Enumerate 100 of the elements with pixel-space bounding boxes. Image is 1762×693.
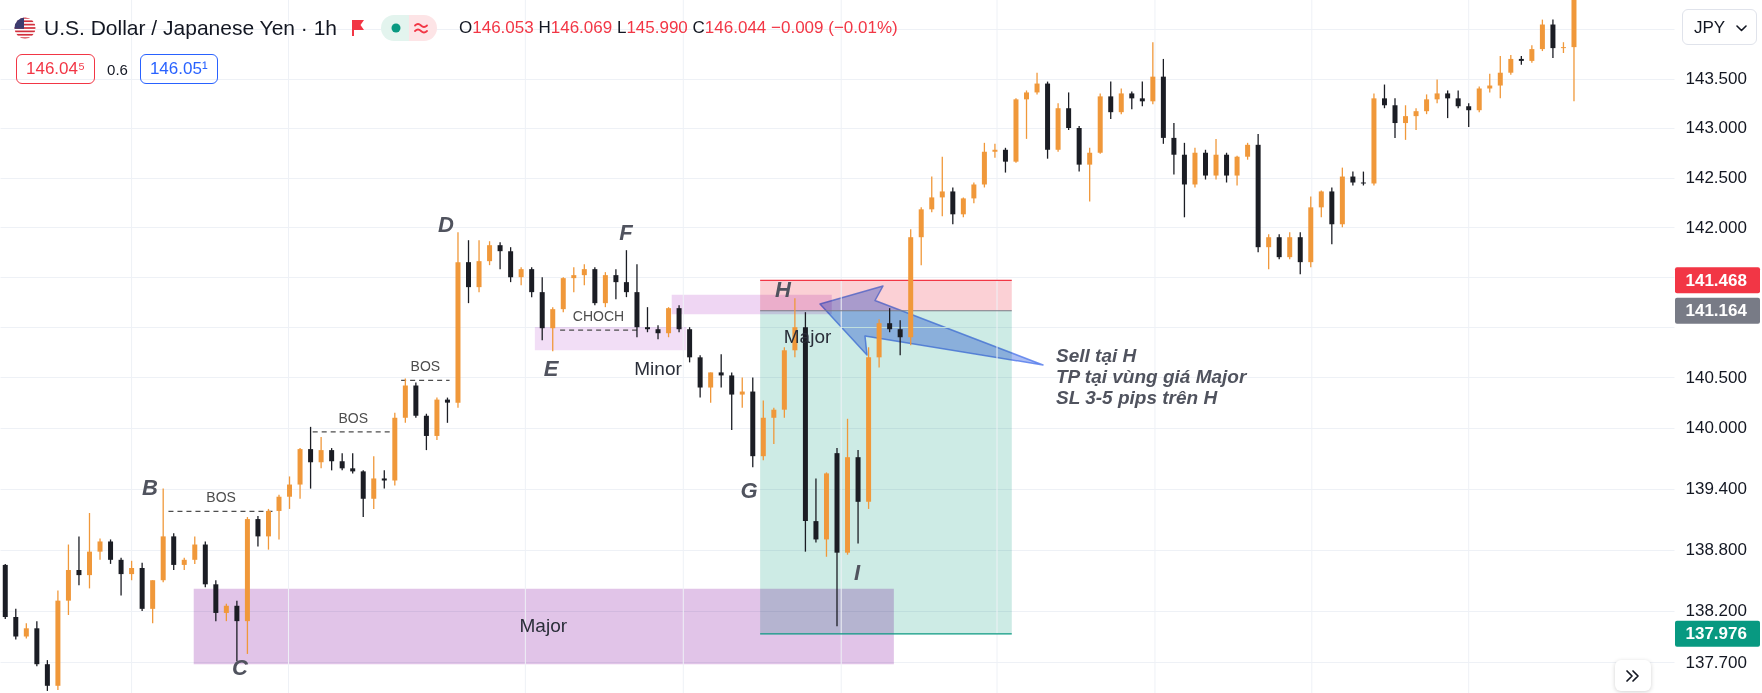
y-tick-label: 143.000 [1685,118,1747,138]
candlestick [329,447,335,472]
candlestick [1087,147,1093,203]
candlestick [487,240,493,266]
candlestick [1002,147,1008,174]
text: U.S. Dollar / Japanese Yen · 1h [44,16,338,40]
band-label: Major [519,615,568,637]
y-tick-label: 142.000 [1685,217,1747,237]
candlestick [623,249,629,298]
y-tick-label: 139.400 [1685,479,1747,499]
candlestick [971,181,977,205]
candlestick [1434,78,1440,104]
ref-line-label: BOS [338,409,369,426]
candlestick [108,538,114,565]
candlestick [939,156,945,217]
ref-line-label: CHOCH [572,308,625,325]
candlestick [529,266,535,298]
candlestick [1550,18,1556,59]
candlestick [1424,93,1430,115]
candlestick [887,307,893,333]
candlestick [1476,85,1482,113]
candlestick [86,512,92,590]
candlestick [613,268,619,300]
candlestick [1266,233,1272,270]
candlestick [813,477,819,544]
candlestick [929,175,935,213]
candlestick [1287,231,1293,260]
candlestick [1118,87,1124,115]
candlestick [1034,72,1040,96]
candlestick [192,535,198,565]
candlestick [1024,89,1030,140]
text: O146.053 H146.069 L145.990 C146.044 −0.009 (−0.01%) [459,18,898,37]
ref-line-label: BOS [206,489,236,506]
candlestick [950,186,956,225]
candlestick [276,494,282,541]
candlestick [992,143,998,159]
candlestick [718,353,724,389]
candlestick [1381,83,1387,109]
y-tick-label: 137.700 [1685,652,1747,672]
candlestick [97,537,103,561]
annotation: B [142,475,159,500]
candlestick [1139,80,1145,107]
y-tick-label: 143.500 [1685,69,1747,89]
candlestick [771,407,777,445]
candlestick [318,436,324,469]
candlestick [350,452,356,475]
y-tick-label: 138.800 [1685,540,1747,560]
y-tick-label: 140.500 [1685,367,1747,387]
candlestick [1445,89,1451,119]
candlestick [444,396,450,424]
candlestick [497,241,503,270]
candlestick [1202,149,1208,181]
y-tick-label: 141.164 [1685,301,1748,321]
candlestick [1497,55,1503,100]
candlestick [234,600,240,662]
y-tick-label: 142.500 [1685,168,1747,188]
candlestick [1276,233,1282,260]
candlestick [729,371,735,431]
annotation: 0.6 [107,60,128,78]
candlestick [1066,91,1072,131]
candlestick [287,475,293,510]
annotation: E [543,356,560,381]
candlestick [550,306,556,352]
ref-line-label: BOS [410,358,441,375]
annotation: I [853,560,861,585]
candlestick [1413,107,1419,131]
currency-selector: JPY [1682,9,1757,45]
candlestick [308,426,314,490]
candlestick [1392,97,1398,139]
annotation: Sell tại H TP tại vùng giá Major SL 3-5 pips trên H [1056,345,1248,408]
band-label: Minor [634,357,683,379]
candlestick [1108,80,1114,120]
candlestick [708,371,714,404]
candlestick [1403,104,1409,141]
candlestick [1224,152,1230,184]
candlestick [255,515,261,548]
candlestick [1234,155,1240,187]
annotation: H [775,277,793,302]
y-tick-label: 141.468 [1685,270,1747,290]
candlestick [897,319,903,356]
candlestick [655,324,661,340]
candlestick [581,263,587,286]
candlestick [644,306,650,333]
sell-price-box: 146.04⁵ [16,54,96,84]
candlestick [381,469,387,490]
candlestick [1508,54,1514,76]
candlestick [13,608,19,641]
candlestick [76,535,82,586]
candlestick [371,455,377,510]
annotation: C [232,655,250,680]
candlestick [118,557,124,597]
candlestick [676,304,682,333]
annotation: F [619,220,634,245]
candlestick [44,659,50,692]
annotation: G [740,478,758,503]
y-tick-label: 138.200 [1685,601,1747,621]
annotation: D [438,212,455,237]
candlestick [960,196,966,218]
candlestick [739,376,745,409]
candlestick [423,413,429,451]
